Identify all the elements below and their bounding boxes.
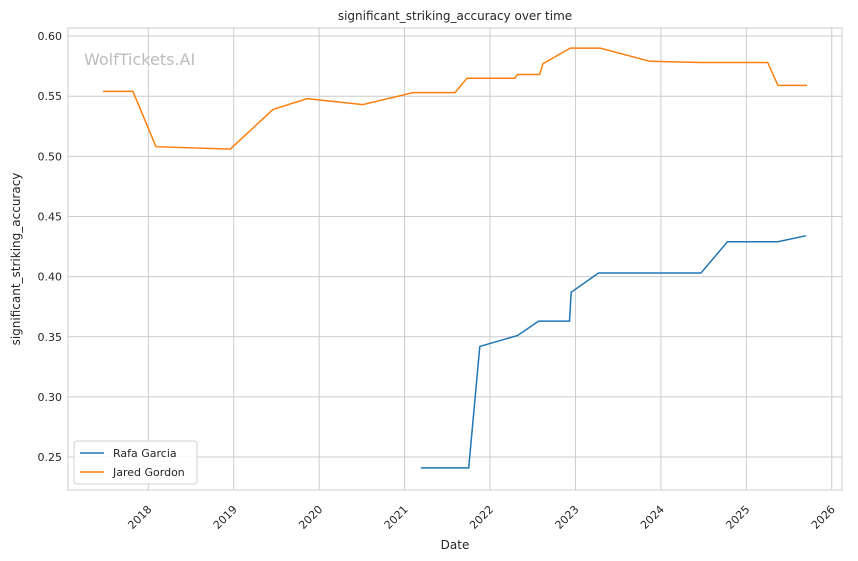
- y-tick-label: 0.60: [38, 30, 63, 43]
- x-tick-label: 2019: [211, 503, 240, 532]
- x-tick-label: 2023: [553, 503, 582, 532]
- legend-box: [73, 440, 198, 485]
- x-tick-label: 2025: [723, 503, 752, 532]
- y-axis-label: significant_striking_accuracy: [9, 173, 23, 346]
- legend-label-rafa-garcia: Rafa Garcia: [113, 447, 177, 460]
- series-lines: [103, 47, 807, 469]
- chart-title: significant_striking_accuracy over time: [338, 9, 572, 23]
- x-tick-label: 2021: [382, 503, 411, 532]
- y-tick-label: 0.50: [38, 150, 63, 163]
- y-tick-label: 0.45: [38, 210, 63, 223]
- y-tick-label: 0.25: [38, 451, 63, 464]
- y-tick-label: 0.55: [38, 90, 63, 103]
- legend: Rafa Garcia Jared Gordon: [73, 440, 198, 485]
- x-tick-label: 2026: [809, 503, 838, 532]
- x-axis-label: Date: [441, 538, 470, 552]
- series-line-rafa-garcia: [420, 234, 807, 469]
- x-tick-label: 2020: [296, 503, 325, 532]
- x-tick-label: 2018: [125, 503, 154, 532]
- y-tick-label: 0.30: [38, 391, 63, 404]
- grid: [68, 28, 842, 490]
- x-tick-label: 2022: [467, 503, 496, 532]
- watermark: WolfTickets.AI: [84, 50, 195, 69]
- series-line-jared-gordon: [103, 47, 807, 150]
- legend-label-jared-gordon: Jared Gordon: [112, 466, 185, 479]
- y-tick-label: 0.40: [38, 271, 63, 284]
- plot-frame: [67, 27, 843, 491]
- y-tick-label: 0.35: [38, 331, 63, 344]
- x-tick-label: 2024: [638, 503, 667, 532]
